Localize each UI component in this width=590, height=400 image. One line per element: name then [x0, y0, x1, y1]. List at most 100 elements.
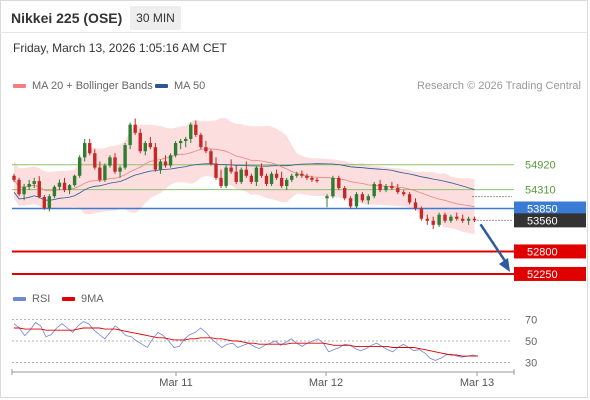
candle-body	[254, 167, 259, 182]
candle-body	[138, 132, 142, 152]
candle-body	[158, 161, 163, 170]
candle-body	[72, 175, 77, 186]
candle-body	[269, 173, 274, 184]
candle-body	[194, 124, 198, 135]
candle-body	[337, 177, 341, 189]
legend-ma20: MA 20 + Bollinger Bands	[13, 80, 153, 92]
rsi-9ma-line	[14, 327, 478, 357]
candle-body	[425, 218, 429, 221]
candle-body	[384, 186, 388, 191]
candle-body	[449, 216, 453, 221]
candle-body	[360, 194, 365, 201]
legend-ma50-label: MA 50	[174, 80, 206, 92]
candle-body	[331, 177, 335, 197]
header-divider	[0, 32, 588, 33]
candle-body	[173, 143, 178, 156]
candle-body	[310, 177, 314, 180]
candle-body	[413, 202, 418, 209]
candle-body	[343, 188, 347, 199]
candle-body	[295, 173, 299, 176]
candle-body	[184, 138, 188, 141]
candle-body	[57, 182, 62, 187]
candle-body	[437, 214, 441, 225]
candle-body	[52, 186, 57, 197]
candle-body	[264, 175, 269, 184]
candle-body	[204, 147, 208, 152]
candle-body	[285, 179, 289, 186]
candle-body	[279, 177, 284, 186]
candle-body	[12, 175, 16, 180]
candle-body	[178, 141, 183, 144]
candle-body	[305, 175, 309, 178]
datetime-label: Friday, March 13, 2026 1:05:16 AM CET	[13, 41, 227, 55]
level-label-54310: 54310	[525, 185, 556, 197]
rsi-line	[13, 321, 479, 361]
legend-ma20-swatch	[13, 84, 26, 88]
candle-body	[372, 183, 376, 197]
candle-body	[42, 197, 46, 209]
rsi-tick-70: 70	[525, 314, 537, 326]
candle-body	[27, 183, 31, 187]
candle-body	[123, 145, 127, 168]
chart-title: Nikkei 225 (OSE)	[11, 10, 123, 26]
last-price-tag	[514, 213, 586, 228]
level-tag-52250	[514, 266, 586, 281]
candle-body	[37, 181, 41, 198]
candle-body	[214, 163, 218, 178]
rsi-tick-30: 30	[525, 358, 537, 370]
candle-body	[348, 198, 353, 207]
candle-body	[390, 186, 394, 189]
candle-body	[83, 143, 87, 158]
candle-body	[300, 173, 304, 176]
candle-body	[219, 177, 223, 186]
candle-body	[325, 196, 329, 199]
legend-ma20-label: MA 20 + Bollinger Bands	[32, 80, 153, 92]
candle-body	[93, 153, 97, 168]
candle-body	[88, 143, 92, 154]
candle-body	[209, 151, 213, 164]
candle-body	[378, 183, 382, 191]
candle-body	[77, 157, 82, 176]
legend-ma50: MA 50	[155, 80, 205, 92]
candle-body	[461, 218, 465, 221]
candle-body	[431, 220, 435, 225]
candle-body	[249, 175, 254, 182]
candle-body	[118, 167, 122, 172]
level-tag-53850	[514, 201, 586, 216]
candle-body	[239, 169, 243, 182]
legend-9ma-swatch	[62, 297, 75, 301]
candle-body	[62, 182, 67, 191]
candle-body	[133, 124, 137, 133]
candle-body	[108, 157, 112, 166]
candle-body	[244, 169, 248, 176]
candle-body	[290, 175, 294, 180]
forecast-arrow-shaft	[479, 223, 509, 265]
candle-body	[407, 194, 412, 203]
legend-9ma: 9MA	[62, 293, 104, 305]
forecast-arrowhead	[499, 257, 510, 272]
candle-body	[229, 167, 233, 172]
rsi-tick-50: 50	[525, 336, 537, 348]
x-tick-label-0: Mar 11	[159, 377, 192, 389]
legend-rsi-swatch	[13, 297, 26, 301]
candle-body	[98, 167, 102, 180]
candle-body	[168, 155, 173, 166]
candle-body	[466, 218, 471, 221]
candle-body	[189, 124, 193, 139]
bollinger-band-area	[14, 118, 475, 235]
x-tick-label-1: Mar 12	[309, 377, 343, 389]
level-label-54920: 54920	[525, 160, 556, 172]
candle-body	[67, 185, 72, 191]
candle-body	[274, 173, 279, 178]
candle-body	[153, 147, 158, 170]
candle-body	[199, 134, 203, 148]
legend-rsi-label: RSI	[32, 293, 51, 305]
last-price-label: 53560	[527, 215, 558, 227]
candle-body	[396, 188, 400, 193]
legend-rsi: RSI	[13, 293, 50, 305]
interval-badge[interactable]: 30 MIN	[130, 6, 181, 30]
candle-body	[32, 181, 36, 184]
candle-body	[47, 196, 52, 209]
level-label-52250: 52250	[527, 269, 558, 281]
